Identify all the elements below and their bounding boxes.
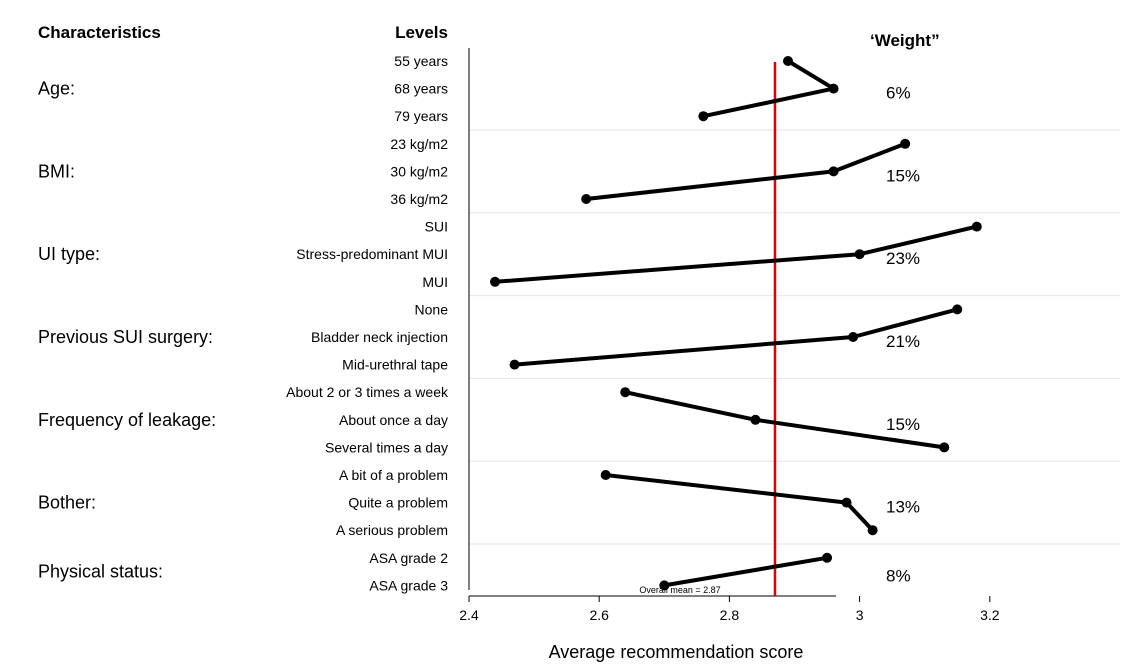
- level-label: 79 years: [394, 108, 448, 124]
- characteristic-label: UI type:: [38, 244, 100, 264]
- data-point: [750, 414, 761, 425]
- data-point: [867, 525, 878, 536]
- x-tick-label: 2.4: [459, 607, 479, 623]
- level-label: A serious problem: [336, 522, 448, 538]
- header-characteristics: Characteristics: [38, 23, 161, 42]
- data-point: [828, 83, 839, 94]
- characteristic-label: Frequency of leakage:: [38, 410, 216, 430]
- header-levels: Levels: [395, 23, 448, 42]
- header-weight: ‘Weight”: [870, 31, 940, 50]
- level-label: About 2 or 3 times a week: [286, 384, 449, 400]
- data-point: [971, 221, 982, 232]
- data-point: [509, 359, 520, 370]
- characteristic-label: Age:: [38, 79, 75, 99]
- series-layer: [490, 56, 982, 591]
- weight-label: 6%: [886, 84, 911, 103]
- level-label: Quite a problem: [348, 495, 448, 511]
- level-label: 36 kg/m2: [390, 191, 448, 207]
- weight-label: 15%: [886, 415, 920, 434]
- x-ticks: 2.4 2.6 2.8 3 3.2: [459, 596, 1000, 623]
- level-label: 23 kg/m2: [390, 136, 448, 152]
- data-point: [900, 138, 911, 149]
- level-label: Several times a day: [325, 439, 448, 455]
- data-point: [939, 442, 950, 453]
- data-point: [841, 497, 852, 508]
- characteristic-label: Physical status:: [38, 562, 163, 582]
- level-label: Stress-predominant MUI: [296, 246, 448, 262]
- level-label: ASA grade 3: [369, 577, 448, 593]
- data-point: [854, 249, 865, 260]
- data-point: [782, 56, 793, 66]
- characteristic-label: Bother:: [38, 493, 96, 513]
- x-tick-label: 3.2: [980, 607, 1000, 623]
- characteristic-label: BMI:: [38, 161, 75, 181]
- series-line: [702, 59, 836, 119]
- level-label: Mid-urethral tape: [342, 357, 448, 373]
- characteristic-label: Previous SUI surgery:: [38, 327, 213, 347]
- level-label: MUI: [422, 274, 448, 290]
- x-tick-label: 3: [856, 607, 864, 623]
- data-point: [581, 194, 592, 204]
- overall-mean-label: Overall mean = 2.87: [639, 585, 720, 595]
- data-point: [659, 580, 670, 591]
- data-point: [600, 470, 611, 480]
- weight-label: 8%: [886, 567, 911, 586]
- level-label: ASA grade 2: [369, 550, 448, 566]
- level-label: SUI: [425, 219, 448, 235]
- series-line: [585, 141, 906, 201]
- data-point: [828, 166, 839, 177]
- x-tick-label: 2.8: [720, 607, 740, 623]
- level-label: Bladder neck injection: [311, 329, 448, 345]
- data-point: [490, 276, 501, 287]
- data-point: [698, 111, 709, 122]
- level-label: About once a day: [339, 412, 448, 428]
- grid-layer: [469, 129, 1120, 545]
- weight-label: 13%: [886, 498, 920, 517]
- data-point: [620, 387, 631, 398]
- level-label: None: [415, 301, 449, 317]
- x-axis-label: Average recommendation score: [549, 642, 804, 662]
- x-tick-label: 2.6: [589, 607, 609, 623]
- weight-label: 21%: [886, 332, 920, 351]
- weight-label: 15%: [886, 166, 920, 185]
- data-point: [822, 552, 833, 563]
- series-line: [663, 555, 828, 588]
- labels-layer: Age: 6% 55 years 68 years 79 years BMI: 15% 23 …: [38, 53, 920, 593]
- series-line: [605, 473, 875, 532]
- data-point: [848, 332, 859, 342]
- level-label: A bit of a problem: [339, 467, 448, 483]
- weight-label: 23%: [886, 249, 920, 268]
- data-point: [952, 304, 963, 315]
- level-label: 55 years: [394, 53, 448, 69]
- level-label: 30 kg/m2: [390, 163, 448, 179]
- level-label: 68 years: [394, 81, 448, 97]
